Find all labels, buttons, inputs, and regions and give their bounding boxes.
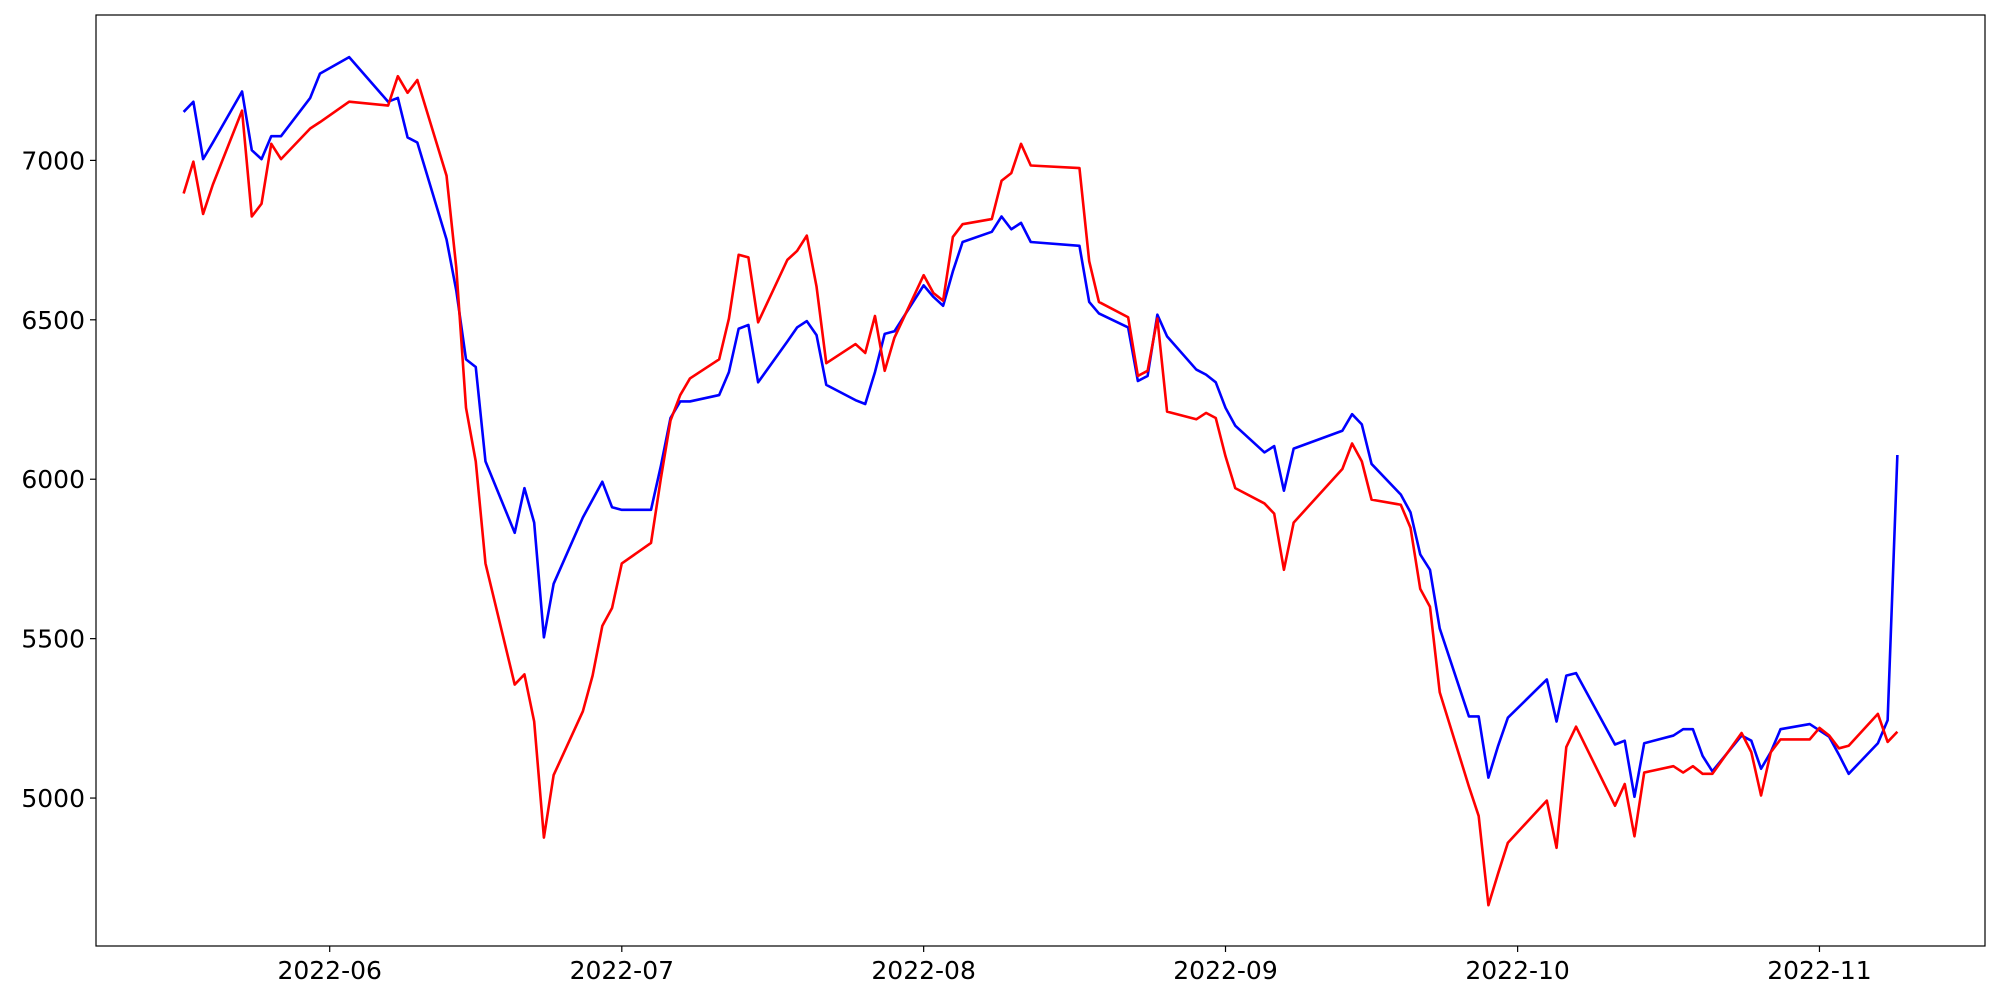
x-tick-label: 2022-06 [277,956,381,985]
x-tick-label: 2022-11 [1767,956,1871,985]
y-tick-label: 6500 [21,306,85,335]
y-tick-label: 5000 [21,784,85,813]
x-tick-label: 2022-08 [871,956,975,985]
x-tick-label: 2022-07 [570,956,674,985]
x-tick-label: 2022-10 [1465,956,1569,985]
x-tick-label: 2022-09 [1173,956,1277,985]
plot-frame [95,14,1986,947]
data-line [182,74,1899,907]
y-tick-label: 7000 [21,146,85,175]
y-tick-label: 5500 [21,625,85,654]
y-tick-label: 6000 [21,465,85,494]
data-line [182,55,1899,799]
